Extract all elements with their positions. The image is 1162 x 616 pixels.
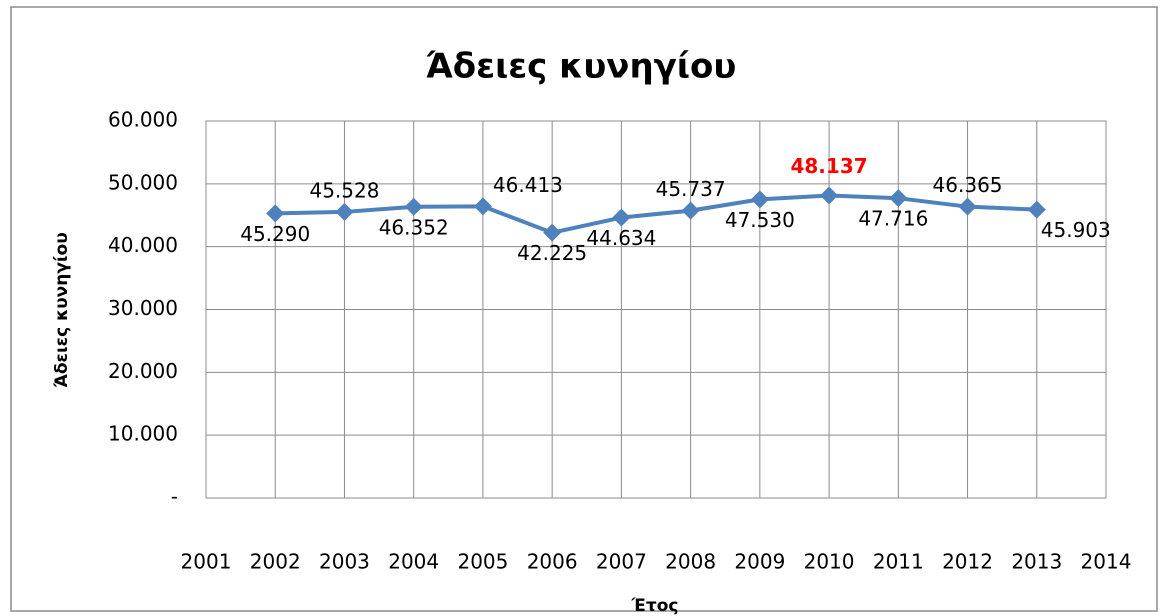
marker <box>1027 200 1046 219</box>
x-tick-label: 2006 <box>527 550 578 574</box>
y-tick-label: 30.000 <box>108 296 178 320</box>
plot-border <box>205 120 1107 499</box>
data-label: 42.225 <box>517 241 587 265</box>
data-label: 45.737 <box>656 177 726 201</box>
x-tick-label: 2014 <box>1081 550 1132 574</box>
data-label: 46.365 <box>933 173 1003 197</box>
x-tick-label: 2012 <box>942 550 993 574</box>
marker <box>958 197 977 216</box>
marker <box>750 190 769 209</box>
marker <box>543 223 562 242</box>
marker <box>889 189 908 208</box>
data-label: 45.528 <box>309 178 379 202</box>
y-tick-label: 40.000 <box>108 233 178 257</box>
data-label: 47.530 <box>725 208 795 232</box>
x-tick-label: 2004 <box>388 550 439 574</box>
data-label: 46.413 <box>493 173 563 197</box>
x-axis-title: Έτος <box>631 596 679 616</box>
marker <box>335 202 354 221</box>
x-tick-label: 2007 <box>596 550 647 574</box>
x-tick-label: 2001 <box>181 550 232 574</box>
y-tick-label: - <box>171 485 178 509</box>
data-label: 45.903 <box>1041 218 1111 242</box>
line <box>275 193 1037 235</box>
y-tick-label: 50.000 <box>108 170 178 194</box>
x-tick-label: 2003 <box>319 550 370 574</box>
x-tick-label: 2011 <box>873 550 924 574</box>
x-tick-label: 2013 <box>1011 550 1062 574</box>
data-label: 48.137 <box>790 154 867 178</box>
data-label: 47.716 <box>858 207 928 231</box>
x-tick-label: 2009 <box>734 550 785 574</box>
y-tick-label: 60.000 <box>108 108 178 132</box>
marker <box>612 208 631 227</box>
marker <box>473 197 492 216</box>
y-axis-title: Άδειες κυνηγίου <box>52 232 72 387</box>
x-tick-label: 2005 <box>457 550 508 574</box>
y-tick-label: 20.000 <box>108 359 178 383</box>
x-tick-label: 2002 <box>250 550 301 574</box>
marker <box>404 197 423 216</box>
chart-title: Άδειες κυνηγίου <box>426 47 737 87</box>
y-tick-label: 10.000 <box>108 422 178 446</box>
data-label: 44.634 <box>586 226 656 250</box>
data-label: 45.290 <box>240 222 310 246</box>
marker <box>681 201 700 220</box>
x-tick-label: 2008 <box>665 550 716 574</box>
data-label: 46.352 <box>379 215 449 239</box>
marker <box>820 186 839 205</box>
x-tick-label: 2010 <box>804 550 855 574</box>
marker <box>266 204 285 223</box>
